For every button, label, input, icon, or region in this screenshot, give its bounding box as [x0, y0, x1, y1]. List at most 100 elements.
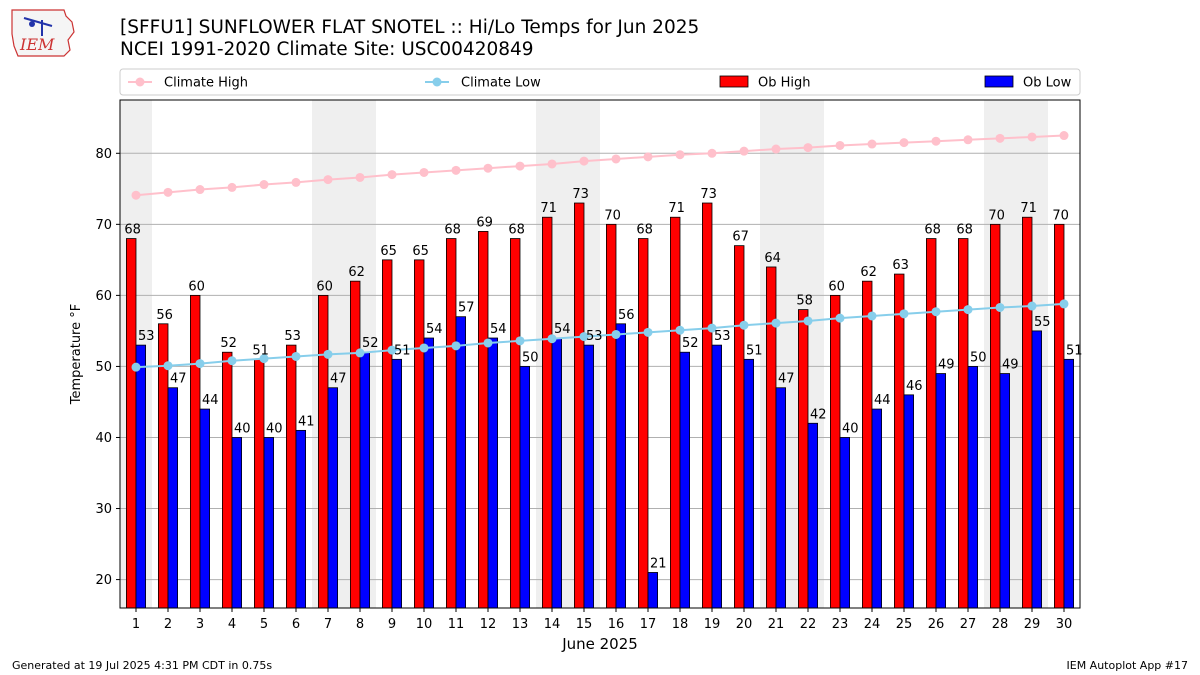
- ob-low-bar: [615, 323, 627, 609]
- ob-high-bar: [189, 294, 201, 609]
- climate-high-point: [515, 161, 525, 171]
- climate-low-point: [547, 334, 557, 344]
- legend: Climate High Climate Low Ob High Ob Low: [119, 68, 1081, 96]
- climate-low-point: [259, 354, 269, 364]
- climate-low-point: [355, 348, 365, 358]
- climate-high-point: [163, 187, 173, 197]
- ob-high-bar: [638, 238, 649, 609]
- ob-low-label: 51: [746, 343, 763, 358]
- ob-high-bar: [126, 238, 137, 609]
- ob-high-label: 68: [636, 223, 653, 238]
- ob-high-label: 68: [508, 223, 525, 238]
- gridlines: [120, 152, 1080, 581]
- climate-high-point: [1059, 131, 1069, 141]
- y-tick-label: 40: [95, 431, 112, 446]
- ob-high-bar: [285, 344, 297, 609]
- ob-high-legend-swatch: [719, 75, 749, 88]
- x-tick-label: 20: [736, 617, 753, 632]
- ob-high-label: 56: [156, 308, 173, 323]
- climate-high-point: [675, 150, 685, 160]
- x-tick-label: 5: [260, 617, 268, 632]
- ob-high-bar: [926, 238, 937, 609]
- ob-low-label: 49: [938, 358, 955, 373]
- weekend-shading: [120, 100, 1048, 608]
- ob-low-bar: [839, 437, 851, 609]
- chart-subtitle: NCEI 1991-2020 Climate Site: USC00420849: [120, 39, 534, 60]
- ob-low-label: 41: [298, 414, 315, 429]
- bar-labels: 68 56 60 52 51 53 60 62 65 65 68 69 68 71 73 70 68 71 73 67…: [124, 187, 1082, 571]
- ob-high-label: 71: [668, 201, 685, 216]
- chart-title: [SFFU1] SUNFLOWER FLAT SNOTEL :: Hi/Lo T…: [120, 17, 700, 38]
- ob-high-bar: [253, 358, 265, 609]
- ob-low-label: 50: [970, 350, 987, 365]
- ob-low-bar: [231, 437, 243, 609]
- climate-high-legend-marker: [135, 77, 145, 87]
- y-axis-label: Temperature °F: [69, 304, 84, 405]
- ob-low-bar: [327, 387, 339, 609]
- ob-high-bar: [734, 245, 745, 609]
- climate-low-point: [483, 338, 493, 348]
- ob-low-label: 52: [362, 336, 379, 351]
- ob-low-label: 57: [458, 301, 475, 316]
- x-tick-label: 11: [448, 617, 465, 632]
- ob-high-label: 70: [604, 208, 621, 223]
- climate-low-point: [195, 359, 205, 369]
- ob-low-bar: [743, 358, 755, 609]
- x-tick-label: 30: [1056, 617, 1073, 632]
- ob-high-bar: [766, 266, 777, 609]
- climate-low-point: [835, 313, 845, 323]
- ob-high-label: 58: [796, 294, 813, 309]
- ob-low-label: 40: [842, 421, 859, 436]
- ob-low-bar: [263, 437, 275, 609]
- ob-high-label: 68: [444, 223, 461, 238]
- climate-low-point: [227, 356, 237, 366]
- climate-high-point: [419, 167, 429, 177]
- ob-high-bar: [317, 294, 329, 609]
- ob-high-bar: [606, 223, 617, 609]
- ob-low-legend-swatch: [984, 75, 1014, 88]
- x-tick-label: 26: [928, 617, 945, 632]
- climate-high-legend-label: Climate High: [164, 76, 248, 91]
- ob-high-label: 62: [860, 265, 877, 280]
- ob-low-bar: [871, 408, 883, 609]
- ob-high-label: 73: [572, 187, 589, 202]
- ob-low-label: 55: [1034, 315, 1051, 330]
- climate-high-point: [739, 146, 749, 156]
- climate-low-point: [995, 302, 1005, 312]
- ob-low-label: 42: [810, 407, 827, 422]
- climate-low-point: [771, 318, 781, 328]
- climate-high-point: [355, 172, 365, 182]
- ob-low-label: 47: [778, 372, 795, 387]
- ob-low-bar: [423, 337, 435, 609]
- ob-low-bar: [199, 408, 211, 609]
- ob-high-label: 60: [316, 279, 333, 294]
- ob-low-label: 44: [874, 393, 891, 408]
- ob-low-bar: [551, 337, 563, 609]
- climate-high-point: [547, 159, 557, 169]
- x-tick-label: 17: [640, 617, 657, 632]
- x-tick-label: 6: [292, 617, 300, 632]
- ob-low-bar: [679, 351, 691, 609]
- x-tick-label: 12: [480, 617, 497, 632]
- climate-low-point: [451, 341, 461, 351]
- climate-low-point: [867, 311, 877, 321]
- climate-high-point: [259, 180, 269, 190]
- ob-low-bar: [711, 344, 723, 609]
- iem-logo: IEM: [11, 9, 75, 57]
- x-tick-label: 28: [992, 617, 1009, 632]
- climate-low-point: [323, 349, 333, 359]
- ob-high-bar: [702, 202, 713, 609]
- climate-low-point: [163, 361, 173, 371]
- ob-low-bar: [967, 366, 979, 609]
- climate-high-point: [483, 163, 493, 173]
- climate-low-point: [643, 327, 653, 337]
- climate-high-point: [451, 165, 461, 175]
- climate-low-line: [135, 302, 1065, 369]
- ob-high-label: 60: [828, 279, 845, 294]
- ob-low-bar: [775, 387, 787, 609]
- y-axis: 20 30 40 50 60 70 80: [95, 147, 120, 588]
- climate-low-point: [1027, 301, 1037, 311]
- y-tick-label: 70: [95, 218, 112, 233]
- ob-low-bar: [295, 429, 307, 609]
